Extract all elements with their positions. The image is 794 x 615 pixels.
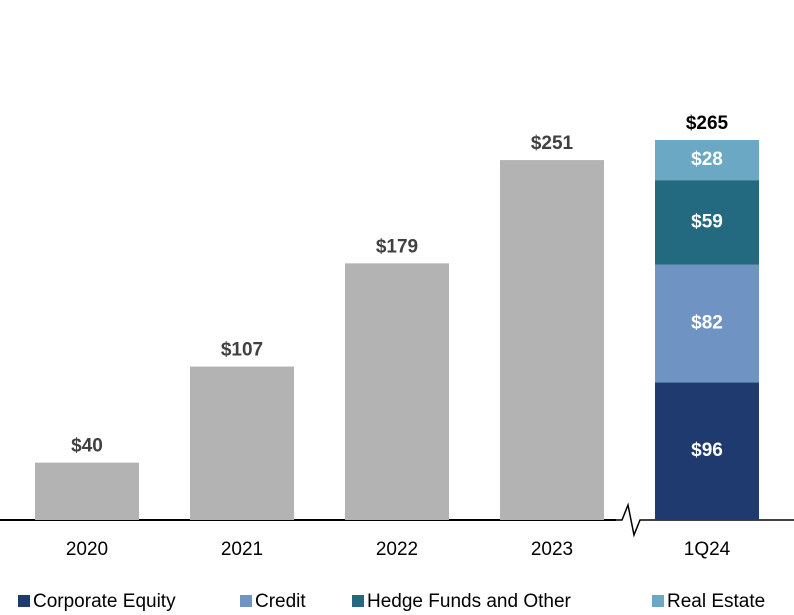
bar-segment <box>655 140 759 181</box>
bar <box>500 160 604 520</box>
data-label: $40 <box>71 436 103 457</box>
bar-segment <box>655 180 759 265</box>
bar <box>190 366 294 520</box>
legend-label: Credit <box>255 591 306 612</box>
data-label: $28 <box>691 149 723 170</box>
x-tick-label: 2021 <box>221 539 263 560</box>
bar-segment <box>655 264 759 383</box>
data-label: $251 <box>531 133 574 154</box>
legend-swatch <box>652 595 664 607</box>
legend-label: Corporate Equity <box>33 591 176 612</box>
bar-segment <box>655 382 759 520</box>
bar <box>35 462 139 520</box>
data-label: $59 <box>691 211 723 232</box>
x-tick-label: 2023 <box>531 539 573 560</box>
legend-label: Real Estate <box>667 591 765 612</box>
x-tick-label: 2022 <box>376 539 418 560</box>
data-label: $179 <box>376 236 418 257</box>
data-label: $96 <box>691 440 723 461</box>
legend-swatch <box>240 595 252 607</box>
data-label: $107 <box>221 340 263 361</box>
x-tick-label: 1Q24 <box>684 539 731 560</box>
legend-label: Hedge Funds and Other <box>367 591 572 612</box>
legend-swatch <box>352 595 364 607</box>
x-tick-label: 2020 <box>66 539 108 560</box>
total-label: $265 <box>686 113 729 134</box>
data-label: $82 <box>691 313 723 334</box>
bar <box>345 263 449 520</box>
legend-swatch <box>18 595 30 607</box>
